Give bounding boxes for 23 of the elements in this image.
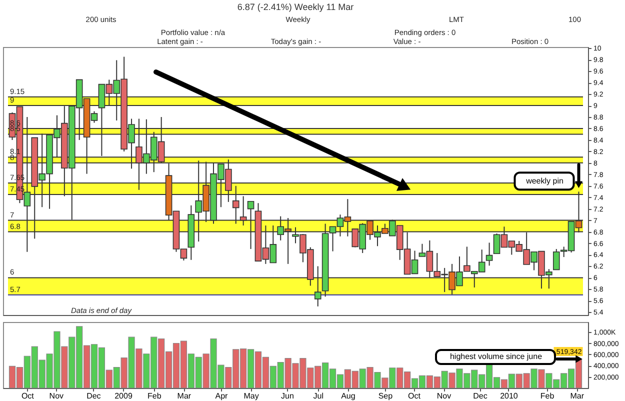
candlestick bbox=[486, 242, 493, 266]
x-tick-label: Apr bbox=[215, 392, 228, 400]
chart-title: 6.87 (-2.41%) Weekly 11 Mar bbox=[237, 2, 354, 12]
x-tick-label: Jun bbox=[281, 392, 294, 400]
x-tick-label: Oct bbox=[408, 392, 422, 400]
x-tick-label: Sep bbox=[378, 392, 394, 400]
x-tick-label: Feb bbox=[540, 392, 555, 400]
x-tick-label: Nov bbox=[49, 392, 64, 400]
x-tick-label: Jul bbox=[313, 392, 324, 400]
x-tick-label: Aug bbox=[341, 392, 356, 400]
x-tick-label: Dec bbox=[473, 392, 488, 400]
x-tick-label: May bbox=[244, 392, 259, 400]
x-tick-label: Nov bbox=[436, 392, 452, 400]
x-tick-label: Mar bbox=[570, 392, 584, 400]
candlestick bbox=[552, 248, 560, 270]
x-tick-label: Dec bbox=[86, 392, 101, 400]
x-tick-label: Mar bbox=[177, 392, 192, 400]
annotation: highest volume since june bbox=[450, 352, 543, 361]
x-tick-label: Oct bbox=[21, 392, 35, 400]
x-tick-label: Feb bbox=[147, 392, 162, 400]
x-tick-label: 2010 bbox=[500, 392, 518, 400]
annotation: weekly pin bbox=[525, 176, 564, 186]
x-tick-label: 2009 bbox=[114, 392, 133, 400]
